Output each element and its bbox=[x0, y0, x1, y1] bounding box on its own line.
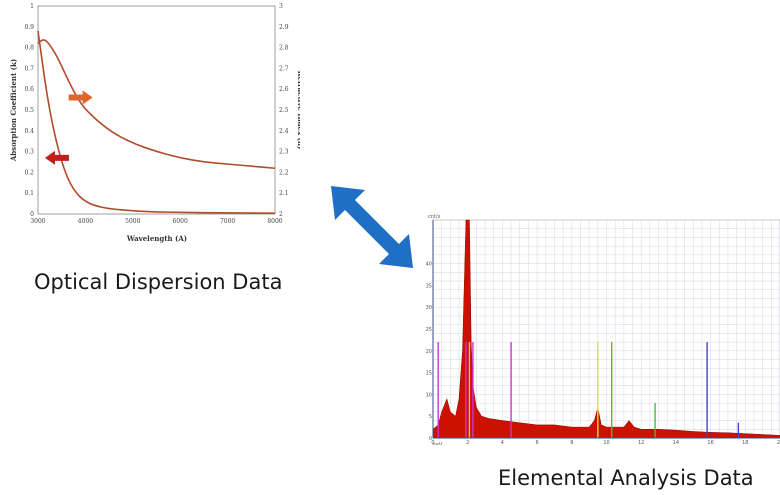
spectrum-y-tick: 0 bbox=[429, 436, 432, 442]
optical-chart-series bbox=[37, 30, 276, 214]
x-tick-label: 8000 bbox=[267, 218, 282, 225]
spectrum-y-tick: 10 bbox=[426, 392, 432, 398]
y-right-tick-label: 2.5 bbox=[279, 107, 289, 114]
elemental-spectrum-chart: 024681012141618200510152025303540 cnt/s … bbox=[426, 214, 780, 445]
optical-caption: Optical Dispersion Data bbox=[34, 270, 283, 294]
spectrum-x-tick: 10 bbox=[603, 440, 609, 445]
spectrum-y-tick: 5 bbox=[429, 414, 432, 420]
y-right-tick-label: 2.3 bbox=[279, 149, 289, 156]
y-left-tick-label: 0.1 bbox=[24, 190, 34, 197]
spectrum-y-tick: 25 bbox=[426, 327, 432, 333]
spectrum-x-tick: 8 bbox=[570, 440, 573, 445]
spectrum-y-tick: 15 bbox=[426, 371, 432, 377]
spectrum-x-tick: 16 bbox=[707, 440, 713, 445]
optical-chart-arrows bbox=[44, 90, 93, 165]
y-right-tick-label: 2 bbox=[279, 211, 283, 218]
optical-chart-ticks: 3000 4000 5000 6000 7000 8000 0 0.1 0.2 0.3 0.4 0.5… bbox=[24, 3, 288, 225]
y-left-tick-label: 1 bbox=[30, 3, 34, 10]
x-tick-label: 7000 bbox=[220, 218, 235, 225]
elemental-caption: Elemental Analysis Data bbox=[498, 466, 754, 490]
y-left-tick-label: 0.9 bbox=[24, 24, 34, 31]
series-line-left bbox=[37, 30, 276, 214]
y-left-tick-label: 0.5 bbox=[24, 107, 34, 114]
spectrum-x-tick: 18 bbox=[742, 440, 748, 445]
spectrum-y-unit: cnt/s bbox=[428, 214, 441, 220]
spectrum-y-tick: 35 bbox=[426, 283, 432, 289]
y-left-tick-label: 0.6 bbox=[24, 86, 34, 93]
element-markers bbox=[437, 342, 740, 438]
optical-chart-axes bbox=[37, 5, 276, 215]
y-right-tick-label: 2.1 bbox=[279, 190, 289, 197]
y-left-tick-label: 0.4 bbox=[24, 128, 34, 135]
double-arrow-icon bbox=[331, 186, 413, 268]
spectrum-area bbox=[432, 219, 780, 439]
spectrum-x-tick: 0 bbox=[431, 440, 434, 445]
spectrum-axes bbox=[432, 220, 780, 439]
y-left-tick-label: 0.2 bbox=[24, 169, 34, 176]
y-left-tick-label: 0.7 bbox=[24, 65, 34, 72]
y-right-tick-label: 2.8 bbox=[279, 45, 289, 52]
plot-frame bbox=[37, 5, 276, 215]
y-right-tick-label: 2.7 bbox=[279, 65, 289, 72]
y-axis-label-right: Refractive Index (n) bbox=[296, 71, 300, 150]
y-right-tick-label: 2.6 bbox=[279, 86, 289, 93]
spectrum-y-tick: 20 bbox=[426, 349, 432, 355]
x-tick-label: 5000 bbox=[125, 218, 140, 225]
spectrum-x-tick: 2 bbox=[466, 440, 469, 445]
spectrum-y-tick: 30 bbox=[426, 305, 432, 311]
y-right-tick-label: 2.2 bbox=[279, 169, 289, 176]
series-line-right bbox=[37, 39, 276, 170]
spectrum-y-tick: 40 bbox=[426, 262, 432, 268]
x-tick-label: 3000 bbox=[30, 218, 45, 225]
x-axis-label: Wavelength (A) bbox=[126, 234, 187, 243]
optical-dispersion-chart: 3000 4000 5000 6000 7000 8000 0 0.1 0.2 0.3 0.4 0.5… bbox=[9, 3, 300, 243]
x-tick-label: 4000 bbox=[78, 218, 93, 225]
y-axis-label-left: Absorption Coefficient (k) bbox=[9, 59, 18, 162]
x-tick-label: 6000 bbox=[173, 218, 188, 225]
y-right-tick-label: 2.9 bbox=[279, 24, 289, 31]
spectrum-x-unit: keV bbox=[433, 442, 443, 445]
spectrum-fill bbox=[432, 219, 780, 439]
arrow-right-icon bbox=[68, 90, 93, 105]
y-right-tick-label: 2.4 bbox=[279, 128, 289, 135]
spectrum-x-tick: 12 bbox=[638, 440, 644, 445]
y-left-tick-label: 0 bbox=[30, 211, 34, 218]
spectrum-x-tick: 14 bbox=[673, 440, 679, 445]
spectrum-x-tick: 6 bbox=[536, 440, 539, 445]
y-left-tick-label: 0.8 bbox=[24, 45, 34, 52]
arrow-left-icon bbox=[44, 150, 69, 165]
spectrum-x-tick: 4 bbox=[501, 440, 504, 445]
spectrum-x-tick: 20 bbox=[777, 440, 780, 445]
y-left-tick-label: 0.3 bbox=[24, 149, 34, 156]
spectrum-grid: 024681012141618200510152025303540 bbox=[426, 219, 780, 445]
y-right-tick-label: 3 bbox=[279, 3, 283, 10]
